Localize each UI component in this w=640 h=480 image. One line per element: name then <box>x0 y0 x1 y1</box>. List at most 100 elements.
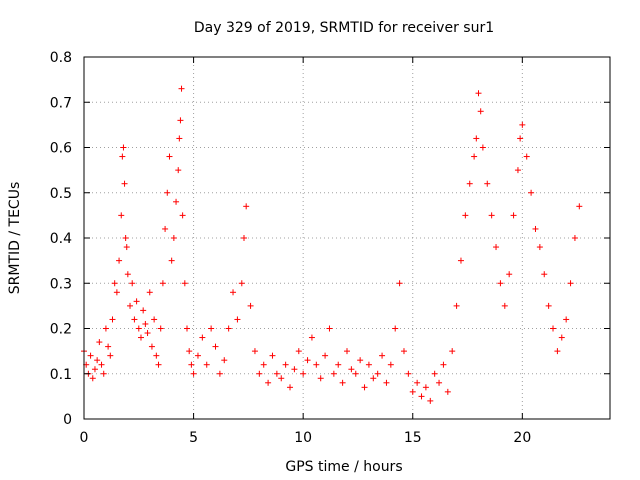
y-tick-label: 0.4 <box>50 231 72 247</box>
data-point <box>339 379 346 386</box>
data-point <box>457 257 464 264</box>
data-point <box>146 289 153 296</box>
data-point <box>361 384 368 391</box>
y-tick-label: 0.3 <box>50 276 72 292</box>
data-point <box>514 167 521 174</box>
data-point <box>105 343 112 350</box>
data-point <box>471 153 478 160</box>
data-point <box>234 316 241 323</box>
data-point <box>179 212 186 219</box>
data-point <box>129 280 136 287</box>
data-point <box>124 271 131 278</box>
data-point <box>173 198 180 205</box>
data-point <box>177 117 184 124</box>
data-point <box>120 144 127 151</box>
y-tick-label: 0.5 <box>50 186 72 202</box>
data-point <box>190 370 197 377</box>
data-point <box>151 316 158 323</box>
x-tick-label: 10 <box>294 430 312 446</box>
data-point <box>140 307 147 314</box>
data-point <box>528 189 535 196</box>
data-point <box>181 280 188 287</box>
data-point <box>300 370 307 377</box>
data-point <box>94 357 101 364</box>
data-point <box>479 144 486 151</box>
data-point <box>282 361 289 368</box>
data-point <box>91 366 98 373</box>
data-point <box>304 357 311 364</box>
y-axis-label: SRMTID / TECUs <box>7 182 23 295</box>
data-point <box>484 180 491 187</box>
data-point <box>392 325 399 332</box>
data-point <box>168 257 175 264</box>
data-point <box>431 370 438 377</box>
data-point <box>365 361 372 368</box>
data-point <box>387 361 394 368</box>
chart-title: Day 329 of 2019, SRMTID for receiver sur… <box>194 20 494 36</box>
data-point <box>260 361 267 368</box>
data-point <box>462 212 469 219</box>
data-point <box>501 302 508 309</box>
x-tick-label: 5 <box>189 430 198 446</box>
data-point <box>269 352 276 359</box>
data-point <box>550 325 557 332</box>
axis-ticks: 0 5 10 15 20 0 0.1 0.2 0.3 0.4 0.5 0.6 0.7 0.8 <box>50 50 610 446</box>
data-point <box>563 316 570 323</box>
data-point <box>422 384 429 391</box>
data-point <box>121 180 128 187</box>
x-axis-label: GPS time / hours <box>285 459 402 475</box>
data-point <box>473 135 480 142</box>
data-point <box>558 334 565 341</box>
y-tick-label: 0.6 <box>50 141 72 157</box>
data-point <box>243 203 250 210</box>
data-point <box>532 225 539 232</box>
data-point <box>517 135 524 142</box>
data-point <box>357 357 364 364</box>
data-point <box>118 212 125 219</box>
data-point <box>510 212 517 219</box>
data-point <box>203 361 210 368</box>
data-point <box>107 352 114 359</box>
data-point <box>123 244 130 251</box>
data-point <box>157 325 164 332</box>
data-point <box>127 302 134 309</box>
data-point <box>155 361 162 368</box>
data-point <box>475 90 482 97</box>
data-point <box>148 343 155 350</box>
data-point <box>212 343 219 350</box>
data-point <box>287 384 294 391</box>
data-point <box>493 244 500 251</box>
data-point <box>278 375 285 382</box>
data-point <box>317 375 324 382</box>
data-point <box>348 366 355 373</box>
data-point <box>122 235 129 241</box>
data-point <box>370 375 377 382</box>
data-point <box>409 388 416 395</box>
data-point <box>536 244 543 251</box>
data-point <box>383 379 390 386</box>
data-point <box>109 316 116 323</box>
data-points <box>81 85 583 404</box>
data-point <box>326 325 333 332</box>
data-point <box>295 348 302 355</box>
data-point <box>240 235 247 241</box>
data-point <box>194 352 201 359</box>
data-point <box>576 203 583 210</box>
data-point <box>100 370 107 377</box>
y-tick-label: 0.1 <box>50 367 72 383</box>
data-point <box>153 352 160 359</box>
data-point <box>199 334 206 341</box>
data-point <box>477 108 484 115</box>
data-point <box>89 375 96 382</box>
data-point <box>142 320 149 327</box>
data-point <box>291 366 298 373</box>
data-point <box>571 235 578 241</box>
data-point <box>453 302 460 309</box>
data-point <box>225 325 232 332</box>
data-point <box>188 361 195 368</box>
data-point <box>131 316 138 323</box>
data-point <box>256 370 263 377</box>
data-point <box>440 361 447 368</box>
